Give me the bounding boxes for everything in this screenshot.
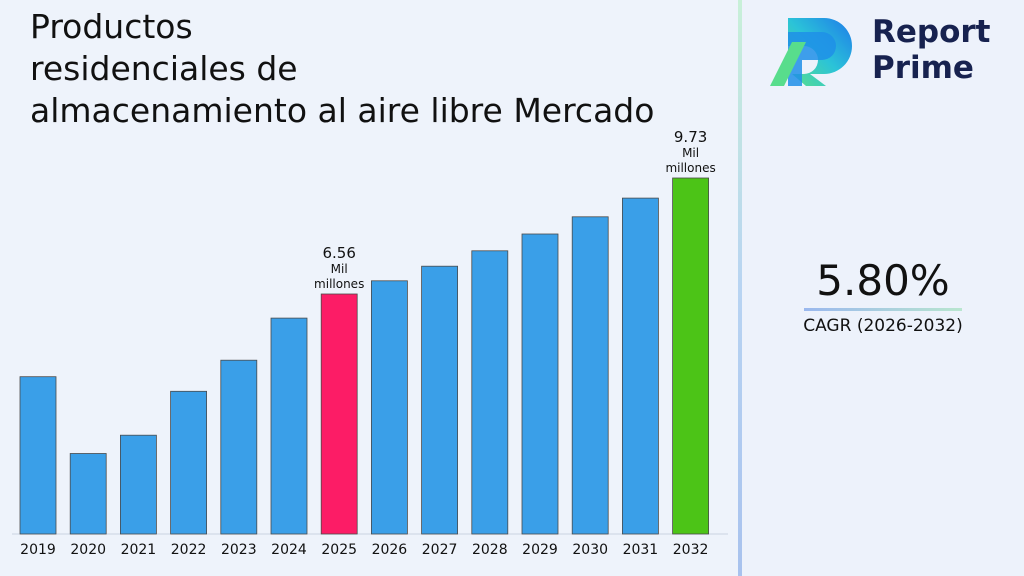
chart-title: Productos residenciales de almacenamient… — [30, 6, 720, 132]
chart-area: Productos residenciales de almacenamient… — [12, 6, 728, 558]
x-tick-label-2025: 2025 — [321, 542, 357, 558]
report-prime-logo-icon — [770, 18, 852, 86]
bar-2022 — [170, 390, 208, 535]
x-tick-label-2026: 2026 — [372, 542, 408, 558]
x-tick-label-2027: 2027 — [422, 542, 458, 558]
brand-line-1: Report — [872, 14, 991, 50]
x-tick-label-2031: 2031 — [623, 542, 659, 558]
x-tick-label-2023: 2023 — [221, 542, 257, 558]
bar-2031 — [622, 197, 659, 535]
x-tick-label-2020: 2020 — [70, 542, 106, 558]
side-panel — [742, 0, 1024, 576]
data-label-2025-line-3: millones — [314, 277, 364, 291]
data-label-2032-line-3: millones — [665, 161, 715, 175]
x-tick-label-2024: 2024 — [271, 542, 307, 558]
data-label-2032-line-2: Mil — [682, 146, 699, 160]
bar-2030 — [571, 216, 609, 535]
bar-2026 — [370, 280, 408, 535]
brand-name: Report Prime — [872, 14, 991, 86]
x-tick-label-2019: 2019 — [20, 542, 56, 558]
bar-2032 — [672, 177, 709, 535]
x-tick-label-2021: 2021 — [121, 542, 157, 558]
bar-2028 — [471, 250, 509, 535]
bar-2023 — [220, 359, 258, 535]
x-tick-label-2029: 2029 — [522, 542, 558, 558]
x-tick-label-2028: 2028 — [472, 542, 508, 558]
brand-line-2: Prime — [872, 50, 974, 86]
bar-2029 — [521, 233, 559, 535]
panel-divider — [738, 0, 742, 576]
cagr-underline — [804, 308, 962, 311]
data-label-2032-line-1: 9.73 — [674, 128, 707, 146]
bar-2025 — [320, 293, 358, 535]
bar-2024 — [270, 317, 308, 535]
bar-2021 — [120, 434, 157, 535]
bar-chart: 2019 2020 2021 2022 2023 2024 2025 2026 2027 2028… — [12, 128, 728, 558]
title-line-3: almacenamiento al aire libre Mercado — [30, 91, 655, 130]
data-label-2025-line-2: Mil — [331, 262, 348, 276]
cagr-label: CAGR (2026-2032) — [803, 316, 963, 336]
cagr-value: 5.80% — [816, 256, 950, 305]
bar-2020 — [69, 453, 107, 535]
title-line-2: residenciales de — [30, 49, 298, 88]
bar-2019 — [19, 376, 57, 535]
x-tick-label-2030: 2030 — [572, 542, 608, 558]
title-line-1: Productos — [30, 7, 193, 46]
bar-2027 — [421, 265, 459, 535]
data-label-2025-line-1: 6.56 — [322, 244, 355, 262]
x-tick-label-2032: 2032 — [673, 542, 709, 558]
x-tick-label-2022: 2022 — [171, 542, 207, 558]
